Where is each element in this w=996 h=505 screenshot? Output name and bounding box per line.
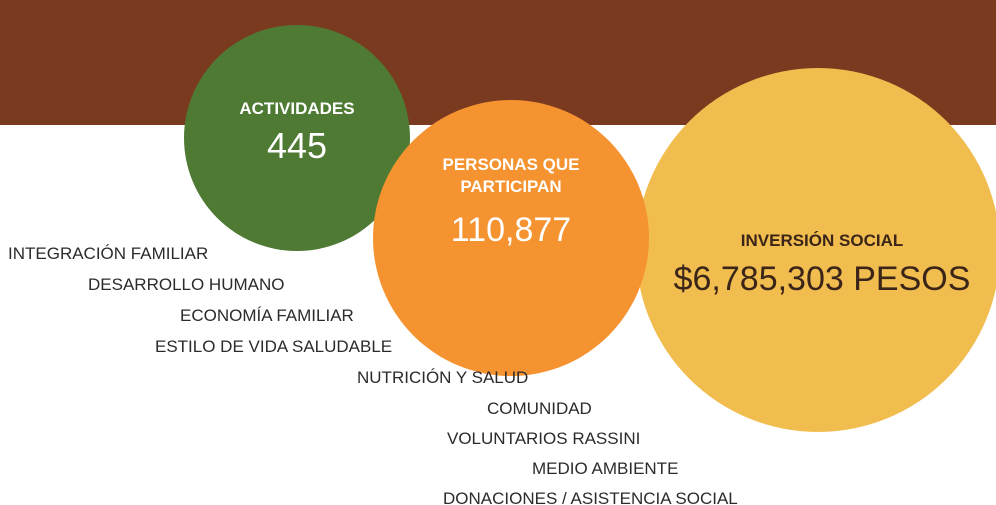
program-item: MEDIO AMBIENTE — [532, 459, 678, 478]
stat-label: ACTIVIDADES — [239, 99, 354, 118]
program-item: ESTILO DE VIDA SALUDABLE — [155, 337, 392, 356]
program-item: INTEGRACIÓN FAMILIAR — [8, 244, 208, 263]
program-item: DONACIONES / ASISTENCIA SOCIAL — [443, 489, 738, 505]
stat-value: 445 — [267, 125, 327, 166]
stat-label: PARTICIPAN — [460, 177, 561, 196]
program-item: DESARROLLO HUMANO — [88, 275, 284, 294]
stat-label: PERSONAS QUE — [443, 155, 580, 174]
program-item: COMUNIDAD — [487, 399, 592, 418]
program-item: VOLUNTARIOS RASSINI — [447, 429, 640, 448]
stat-value: 110,877 — [451, 211, 571, 249]
stat-label: INVERSIÓN SOCIAL — [741, 231, 903, 250]
stat-value: $6,785,303 PESOS — [674, 260, 971, 298]
activities-circle — [184, 25, 410, 251]
participants-circle — [373, 100, 649, 376]
program-item: ECONOMÍA FAMILIAR — [180, 306, 354, 325]
program-item: NUTRICIÓN Y SALUD — [357, 368, 528, 387]
investment-circle — [636, 68, 996, 432]
